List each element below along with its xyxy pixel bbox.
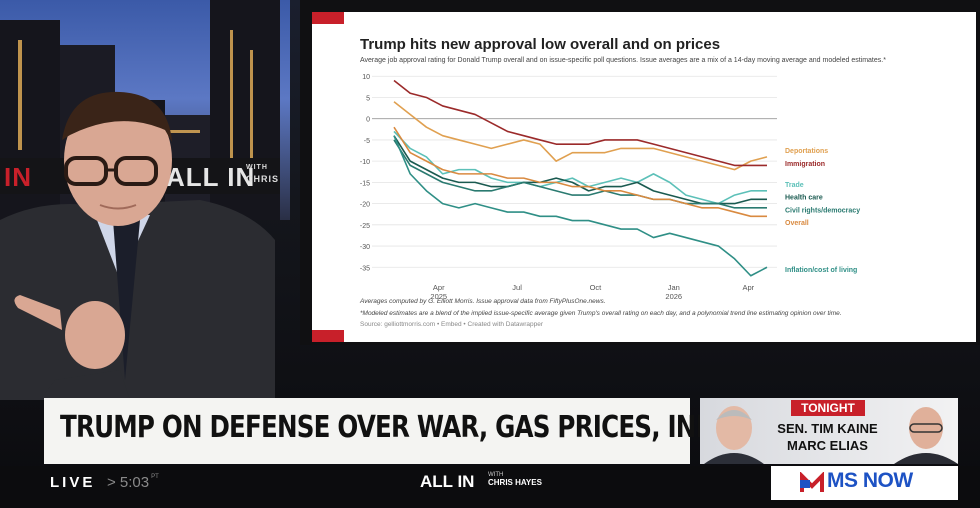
- x-tick-label: Oct: [590, 283, 603, 292]
- x-tick-year: 2025: [430, 292, 447, 301]
- wall-sign-with: WITH: [246, 164, 268, 171]
- y-tick-label: -25: [360, 223, 370, 230]
- wall-sign-in: IN: [4, 162, 32, 192]
- show-host: WITH CHRIS HAYES: [488, 472, 542, 487]
- wall-sign-chris: CHRIS: [246, 174, 280, 184]
- live-indicator: LIVE: [50, 474, 96, 491]
- series-label: Overall: [785, 220, 809, 227]
- series-line: [393, 135, 767, 205]
- presenter-figure: [0, 91, 275, 400]
- series-label: Inflation/cost of living: [785, 267, 857, 274]
- chart-footnote-1: Averages computed by G. Elliott Morris. …: [360, 298, 606, 305]
- promo-guest-2: MARC ELIAS: [787, 438, 868, 453]
- x-tick-label: Apr: [433, 283, 445, 292]
- series-label: Trade: [785, 182, 804, 189]
- x-tick-label: Jan: [668, 283, 680, 292]
- guest-photos: [704, 406, 958, 464]
- y-tick-label: -35: [360, 265, 370, 272]
- y-tick-label: 0: [366, 117, 370, 124]
- series-label: Immigration: [785, 161, 825, 168]
- show-logo: ALL IN: [420, 472, 475, 491]
- tonight-badge: TONIGHT: [791, 400, 865, 416]
- lower-third-banner: [44, 398, 690, 464]
- chart-panel: [312, 12, 976, 342]
- y-tick-label: -10: [360, 159, 370, 166]
- x-tick-label: Jul: [512, 283, 522, 292]
- y-tick-label: -20: [360, 202, 370, 209]
- y-tick-label: -5: [364, 138, 370, 145]
- series-label: Civil rights/democracy: [785, 207, 860, 214]
- network-logo-icon: [800, 472, 824, 492]
- series-line: [393, 130, 767, 205]
- x-tick-label: Apr: [743, 283, 755, 292]
- chart-footnote-2: *Modeled estimates are a blend of the im…: [360, 310, 842, 317]
- series-line: [393, 79, 767, 167]
- series-line: [393, 139, 767, 209]
- screen-accent-bottom: [312, 330, 344, 342]
- series-label: Deportations: [785, 148, 828, 155]
- y-tick-label: 10: [362, 74, 370, 81]
- chart-title: Trump hits new approval low overall and …: [360, 36, 721, 53]
- y-tick-label: -15: [360, 180, 370, 187]
- y-tick-label: 5: [366, 95, 370, 102]
- series-line: [393, 101, 768, 171]
- screen-accent-top: [312, 12, 344, 24]
- headline-text: TRUMP ON DEFENSE OVER WAR, GAS PRICES, I…: [60, 410, 808, 445]
- network-logo-text: MS NOW: [827, 469, 913, 492]
- chart-source: Source: gelliottmorris.com • Embed • Cre…: [360, 321, 544, 328]
- y-tick-label: -30: [360, 244, 370, 251]
- wall-sign-all-in: ALL IN: [166, 162, 256, 192]
- broadcast-time: > 5:03 PT: [107, 474, 159, 491]
- x-tick-year: 2026: [665, 292, 682, 301]
- promo-guest-1: SEN. TIM KAINE: [777, 421, 878, 436]
- chart-subtitle: Average job approval rating for Donald T…: [360, 57, 886, 64]
- series-label: Health care: [785, 195, 823, 202]
- series-line: [393, 135, 768, 277]
- series-line: [393, 126, 767, 218]
